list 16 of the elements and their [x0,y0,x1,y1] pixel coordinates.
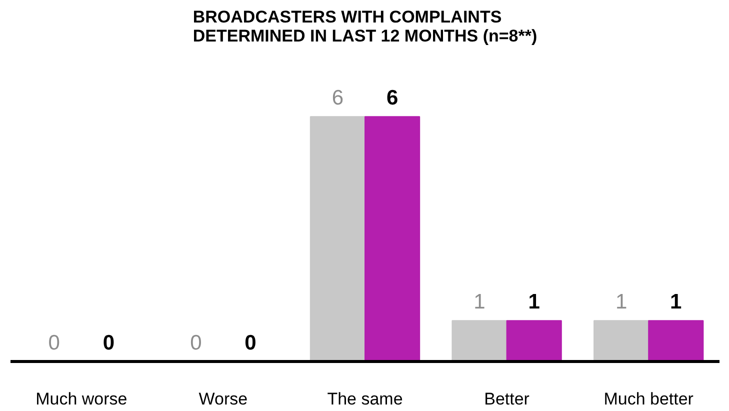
data-label: 0 [48,332,60,354]
data-label: 0 [244,332,256,354]
data-label: 0 [190,332,202,354]
data-label: 1 [474,290,486,314]
data-label: 6 [332,86,344,110]
data-label: 0 [102,332,115,354]
x-tick-label: Worse [198,390,248,408]
data-label: 6 [386,86,398,110]
x-tick-label: Much worse [36,390,128,408]
chart-title: BROADCASTERS WITH COMPLAINTS DETERMINED IN LAST 12 MONTHS (n=8**) [192,8,538,46]
x-tick-label: The same [327,390,403,408]
x-tick-label: Better [484,390,530,408]
data-label: 1 [528,290,540,314]
x-tick-label: Much better [604,390,694,408]
data-label: 1 [615,290,628,314]
data-label: 1 [670,290,682,314]
